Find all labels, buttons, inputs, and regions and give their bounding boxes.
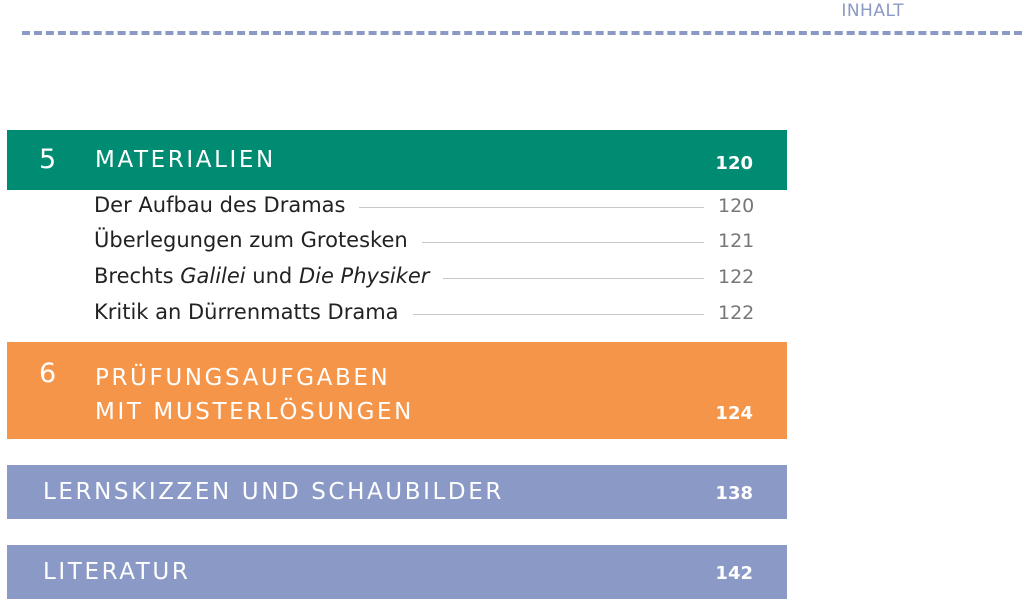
toc-entry[interactable]: Der Aufbau des Dramas 120 [94, 193, 754, 227]
section-page-number: 120 [715, 153, 753, 174]
toc-entry-title: Brechts Galilei und Die Physiker [94, 264, 429, 288]
toc-entry-title: Kritik an Dürrenmatts Drama [94, 300, 399, 324]
section-5-heading[interactable]: 5 MATERIALIEN 120 [7, 130, 787, 190]
section-page-number: 124 [715, 403, 753, 424]
literatur-heading[interactable]: LITERATUR 142 [7, 545, 787, 599]
section-number: 5 [39, 144, 57, 175]
section-title-line: PRÜFUNGSAUFGABEN [95, 365, 391, 391]
toc-entry[interactable]: Brechts Galilei und Die Physiker 122 [94, 264, 754, 298]
section-page-number: 142 [715, 563, 753, 584]
leader-line [421, 242, 704, 243]
section-page-number: 138 [715, 483, 753, 504]
toc-entry-page: 121 [718, 230, 755, 252]
toc-entry[interactable]: Kritik an Dürrenmatts Drama 122 [94, 300, 754, 334]
title-part: und [245, 264, 299, 288]
toc-entry-title: Der Aufbau des Dramas [94, 193, 346, 217]
title-part: Brechts [94, 264, 181, 288]
toc-entry-title: Überlegungen zum Grotesken [94, 228, 408, 252]
title-part-italic: Galilei [180, 264, 246, 288]
section-title: LERNSKIZZEN UND SCHAUBILDER [43, 479, 504, 505]
section-title-line: MIT MUSTERLÖSUNGEN [95, 399, 414, 425]
leader-line [359, 207, 704, 208]
header-dashed-rule [22, 31, 1022, 35]
running-head-title: INHALT [841, 1, 904, 21]
leader-line [443, 278, 704, 279]
leader-line [412, 314, 704, 315]
section-6-heading[interactable]: 6 PRÜFUNGSAUFGABEN MIT MUSTERLÖSUNGEN 12… [7, 342, 787, 439]
toc-entry[interactable]: Überlegungen zum Grotesken 121 [94, 228, 754, 262]
lernskizzen-heading[interactable]: LERNSKIZZEN UND SCHAUBILDER 138 [7, 465, 787, 519]
title-part-italic: Die Physiker [298, 264, 430, 288]
toc-entry-page: 120 [718, 195, 755, 217]
section-number: 6 [39, 358, 57, 389]
section-title: PRÜFUNGSAUFGABEN MIT MUSTERLÖSUNGEN [95, 361, 414, 429]
section-title: LITERATUR [43, 559, 191, 585]
toc-entry-page: 122 [718, 302, 755, 324]
section-title: MATERIALIEN [95, 147, 276, 173]
toc-entry-page: 122 [718, 266, 755, 288]
